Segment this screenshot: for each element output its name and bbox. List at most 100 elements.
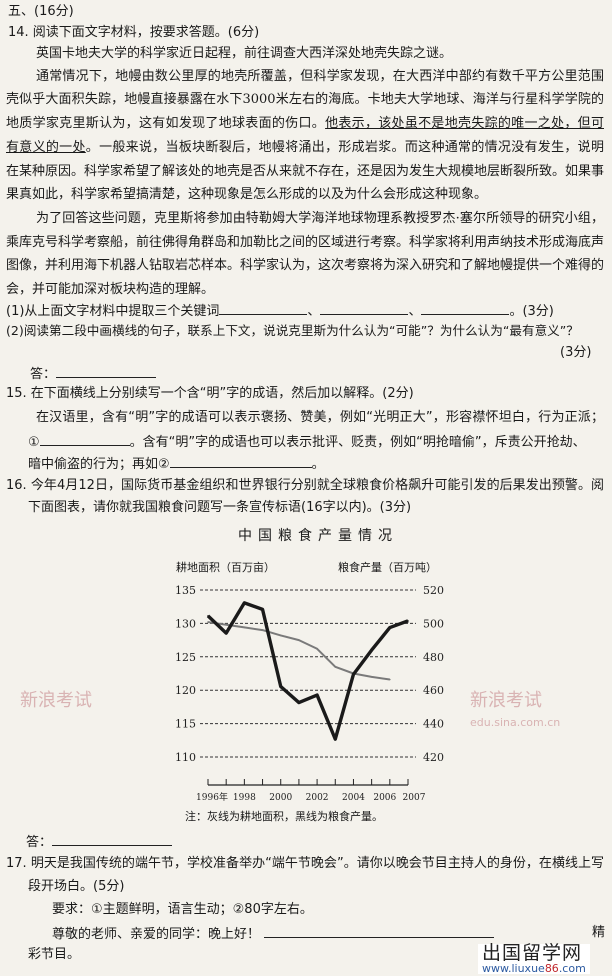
y-tick-right: 520	[423, 584, 444, 597]
q14-answer: 答：	[30, 364, 157, 384]
farmland-point	[279, 634, 282, 637]
farmland-point	[261, 629, 264, 631]
text: 、	[408, 304, 422, 319]
farmland-point	[334, 666, 337, 668]
x-tick-label: 2000	[269, 793, 292, 803]
q14-paragraph: 会，并可能加深对板块构造的理解。	[6, 282, 215, 297]
text: 地质学家克里斯认为，这有如发现了地球表面的伤口。	[6, 116, 326, 131]
y-tick-left: 135	[175, 584, 196, 597]
logo-url-part: 86	[544, 962, 559, 975]
answer-blank[interactable]	[264, 924, 495, 938]
q14-paragraph: 果真如此，科学家希望搞清楚，这种现象是怎么形成的以及为什么会形成这种现象。	[6, 187, 488, 202]
grain-point	[225, 632, 227, 634]
chart-title: 中国粮食产量情况	[238, 528, 398, 544]
grain-point	[389, 626, 391, 629]
farmland-point	[225, 623, 227, 626]
farmland-point	[389, 678, 391, 681]
q16-text: 16. 今年4月12日，国际货币基金组织和世界银行分别就全球粮食价格飙升可能引发…	[6, 478, 604, 493]
grain-point	[261, 608, 264, 611]
grain-point	[316, 694, 318, 696]
q15-text: 暗中偷盗的行为；再如② 。	[28, 454, 325, 474]
answer-blank[interactable]	[421, 301, 510, 315]
q17-last: 彩节目。	[28, 947, 81, 962]
text: ①	[28, 435, 40, 450]
answer-label: 答：	[26, 835, 53, 850]
y-tick-left: 125	[175, 651, 196, 664]
logo-url-part: www.liuxue	[482, 962, 545, 975]
q15-text: ① 。含有“明”字的成语也可以表示批评、贬责，例如“明抢暗偷”，斥责公开抢劫、	[28, 432, 586, 452]
q14-paragraph: 地质学家克里斯认为，这有如发现了地球表面的伤口。他表示，该处虽不是地壳失踪的唯一…	[6, 115, 604, 133]
chart-note: 注：灰线为耕地面积，黑线为粮食产量。	[185, 810, 383, 823]
text: 。一般来说，当板块断裂后，地幔将涌出，形成岩浆。而这种通常的情况没有发生，说明一…	[85, 140, 604, 155]
text: 。	[311, 457, 325, 472]
q14-paragraph: 有意义的一处。一般来说，当板块断裂后，地幔将涌出，形成岩浆。而这种通常的情况没有…	[6, 139, 604, 157]
answer-blank[interactable]	[219, 301, 308, 315]
underlined-sentence: 有意义的一处	[6, 140, 86, 155]
sina-watermark: 新浪考试	[470, 690, 542, 711]
farmland-point	[316, 647, 318, 650]
y-tick-right: 460	[423, 684, 444, 697]
site-logo: 出国留学网 www.liuxue86.com	[478, 944, 590, 974]
farmland-point	[298, 639, 300, 641]
grain-point	[298, 701, 300, 704]
q15-title: 15. 在下面横线上分别续写一个含“明”字的成语，然后加以解释。(2分)	[6, 386, 414, 401]
q17-text: 段开场白。(5分)	[28, 879, 125, 894]
text: 暗中偷盗的行为；再如②	[28, 457, 170, 472]
answer-blank[interactable]	[52, 832, 173, 846]
y-tick-right: 500	[423, 617, 444, 630]
q14-paragraph: 为了回答这些问题，克里斯将参加由特勒姆大学海洋地球物理系教授罗杰·塞尔所领导的研…	[36, 211, 604, 226]
x-tick-label: 2006	[373, 793, 396, 803]
answer-blank-1[interactable]	[39, 432, 130, 446]
q14-title: 14. 阅读下面文字材料，按要求答题。(6分)	[8, 25, 260, 40]
farmland-point	[207, 621, 209, 623]
logo-url-part: .com	[558, 962, 586, 975]
answer-label: 答：	[30, 367, 57, 382]
sina-watermark: 新浪考试	[20, 690, 92, 711]
text: 、	[307, 304, 321, 319]
q14-paragraph: 通常情况下，地幔由数公里厚的地壳所覆盖，但科学家发现，在大西洋中部约有数千平方公…	[36, 69, 604, 84]
chart-ylabel-left: 耕地面积（百万亩）	[176, 561, 275, 574]
text: 。(3分)	[509, 304, 554, 319]
grain-point	[243, 602, 246, 604]
x-tick-label: 2002	[306, 793, 329, 803]
answer-blank[interactable]	[320, 301, 409, 315]
q14-sub2-score: (3分)	[560, 345, 592, 360]
q16-text: 下面图表，请你就我国粮食问题写一条宣传标语(16字以内)。(3分)	[28, 500, 412, 515]
underlined-sentence: 他表示，该处虽不是地壳失踪的唯一之处，但可能是最	[325, 116, 604, 131]
y-tick-left: 120	[175, 684, 196, 697]
x-tick-label: 2007	[403, 793, 426, 803]
q14-paragraph: 英国卡地夫大学的科学家近日起程，前往调查大西洋深处地壳失踪之谜。	[36, 46, 453, 61]
text: (1)从上面文字材料中提取三个关键词	[6, 304, 220, 319]
q14-paragraph: 壳似乎大面积失踪，地幔直接暴露在水下3000米左右的海底。卡地夫大学地球、海洋与…	[6, 92, 604, 107]
q14-sub1: (1)从上面文字材料中提取三个关键词 、 、 。(3分)	[6, 301, 554, 321]
y-tick-right: 420	[423, 751, 444, 764]
grain-point	[334, 738, 337, 740]
farmland-point	[352, 672, 355, 675]
q14-paragraph: 在某种原因。科学家希望了解该处的地壳是否从来就不存在，还是因为发生大规模地层断裂…	[6, 164, 604, 179]
grain-point	[207, 615, 209, 617]
answer-blank-2[interactable]	[169, 454, 312, 468]
q17-text: 17. 明天是我国传统的端午节，学校准备举办“端午节晚会”。请你以晚会节目主持人…	[6, 856, 604, 871]
y-tick-right: 480	[423, 651, 444, 664]
grain-point	[279, 685, 282, 688]
q16-answer: 答：	[26, 832, 173, 852]
x-tick-label: 2004	[342, 793, 365, 803]
q14-paragraph: 乘库克号科学考察船，前往佛得角群岛和加勒比之间的区域进行考察。科学家将利用声纳技…	[6, 235, 604, 250]
q17-greeting: 尊敬的老师、亲爱的同学：晚上好！	[52, 924, 495, 944]
farmland-area-line	[207, 621, 390, 681]
x-tick-label: 1998	[233, 793, 256, 803]
farmland-point	[370, 676, 373, 678]
logo-text: 出国留学网	[482, 942, 583, 964]
text: 。含有“明”字的成语也可以表示批评、贬责，例如“明抢暗偷”，斥责公开抢劫、	[129, 435, 586, 450]
answer-blank[interactable]	[56, 364, 157, 378]
section-heading: 五、(16分)	[8, 4, 74, 19]
grain-point	[352, 673, 355, 676]
q17-tail: 精	[592, 925, 606, 940]
x-tick-label: 1996年	[196, 791, 228, 803]
grain-output-line	[206, 601, 409, 741]
y-tick-right: 440	[423, 718, 444, 731]
text: 尊敬的老师、亲爱的同学：晚上好！	[52, 927, 261, 942]
grain-point	[370, 649, 373, 651]
q17-requirements: 要求：①主题鲜明，语言生动；②80字左右。	[52, 902, 313, 917]
q14-sub2: (2)阅读第二段中画横线的句子，联系上下文，说说克里斯为什么认为“可能”？为什么…	[6, 323, 579, 338]
